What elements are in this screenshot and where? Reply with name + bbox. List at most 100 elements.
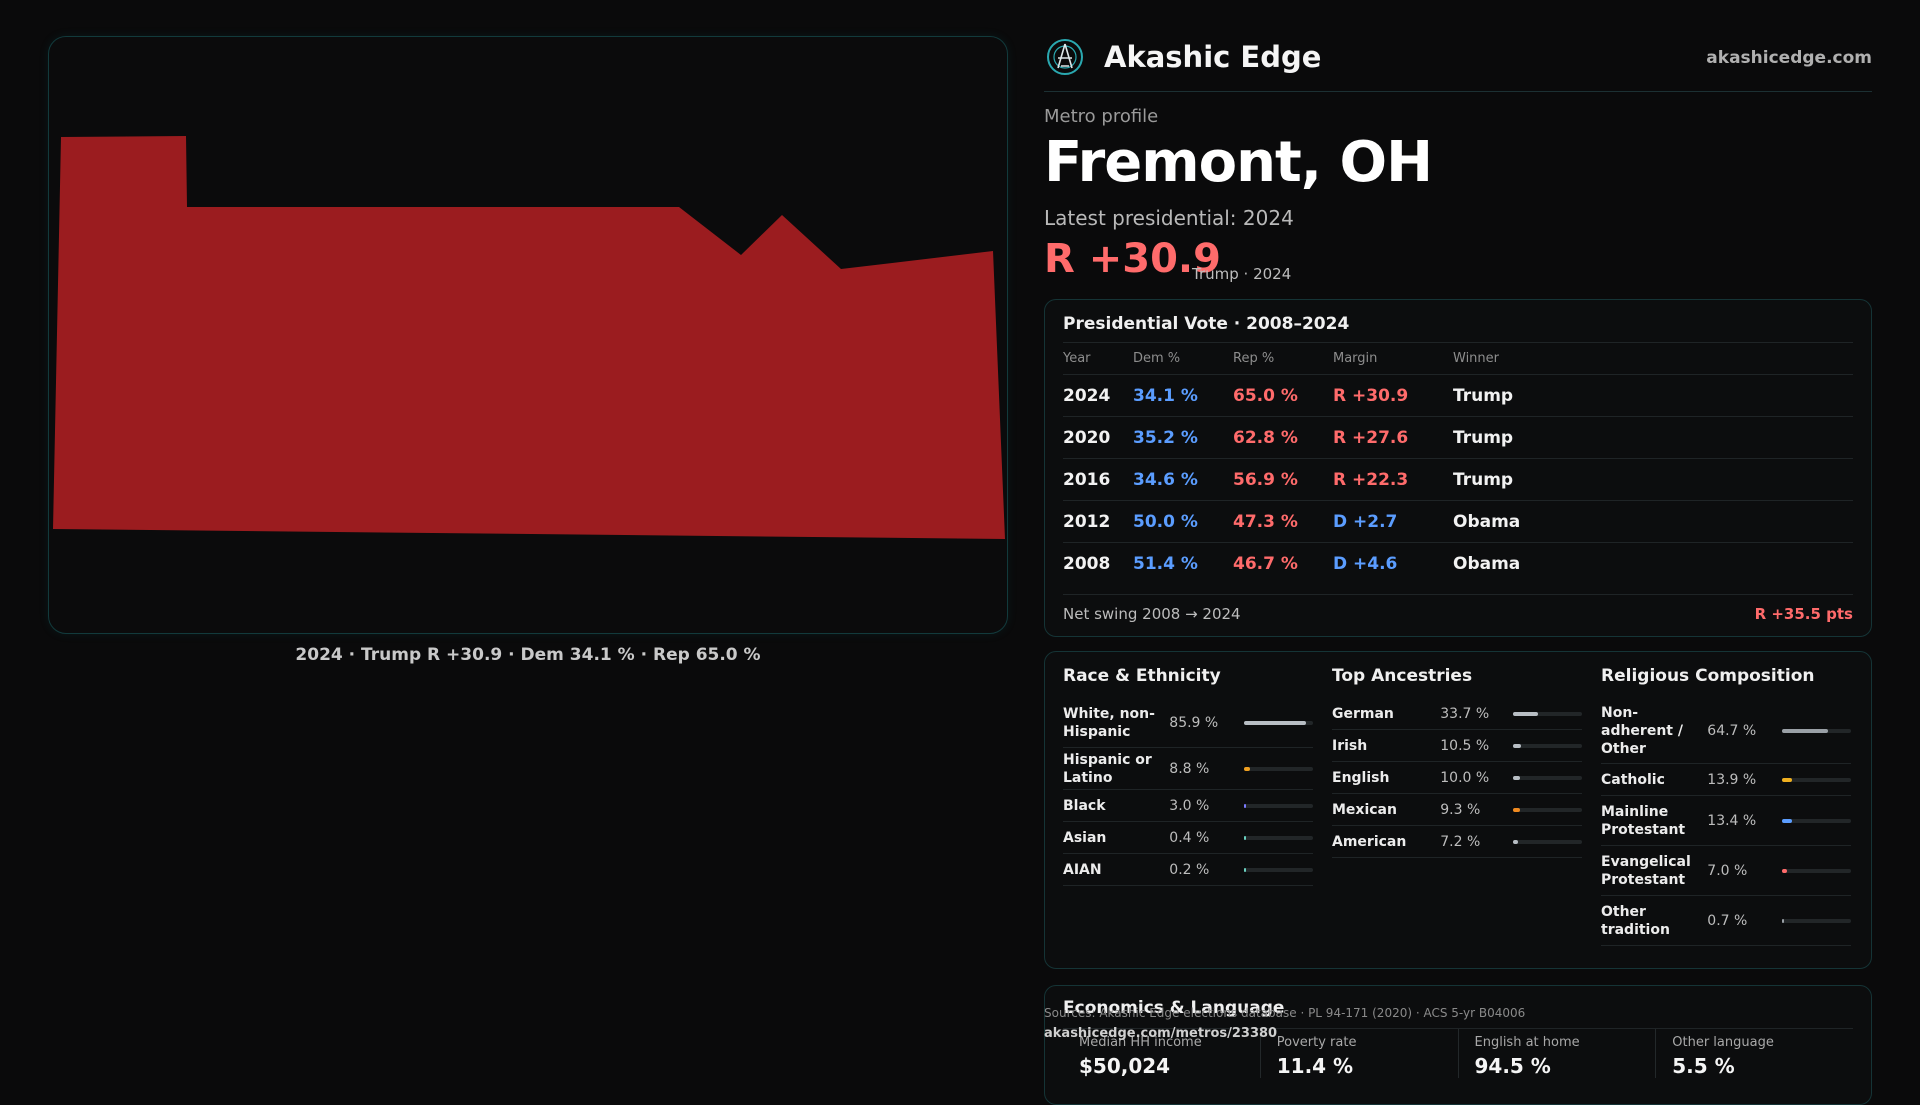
list-item: Non-adherent / Other 64.7 %	[1601, 698, 1851, 764]
bar-fill	[1513, 711, 1538, 716]
item-label: Non-adherent / Other	[1601, 704, 1683, 757]
list-item: Black 3.0 %	[1063, 790, 1313, 822]
map-panel[interactable]	[48, 36, 1008, 634]
econ-cell: English at home 94.5 %	[1457, 1029, 1656, 1078]
econ-label: English at home	[1474, 1035, 1580, 1050]
sources-note: Sources: Akashic Edge elections database…	[1044, 1006, 1526, 1020]
econ-value: 11.4 %	[1276, 1054, 1354, 1078]
col-dem: Dem %	[1133, 351, 1181, 366]
bar-track	[1513, 743, 1582, 748]
bar-track	[1782, 728, 1851, 733]
bar-fill	[1244, 766, 1251, 771]
latest-margin: R +30.9	[1044, 236, 1221, 282]
list-item: English 10.0 %	[1332, 762, 1582, 794]
list-item: German 33.7 %	[1332, 698, 1582, 730]
race-list: White, non-Hispanic 85.9 % Hispanic or Lat…	[1063, 698, 1313, 886]
site-link[interactable]: akashicedge.com	[1706, 48, 1872, 68]
bar-fill	[1782, 918, 1785, 923]
religion-column: Religious Composition Non-adherent / Oth…	[1601, 666, 1851, 946]
cell-dem: 34.6 %	[1133, 469, 1198, 490]
cell-year: 2020	[1063, 427, 1111, 448]
econ-cell: Median HH income $50,024	[1063, 1029, 1260, 1078]
col-rep: Rep %	[1233, 351, 1275, 366]
table-row: 2012 50.0 % 47.3 % D +2.7 Obama	[1063, 500, 1853, 542]
cell-year: 2024	[1063, 385, 1111, 406]
bar-fill	[1244, 835, 1247, 840]
page-title: Fremont, OH	[1044, 130, 1433, 195]
econ-value: 5.5 %	[1672, 1054, 1735, 1078]
item-label: American	[1332, 833, 1407, 850]
item-value: 10.5 %	[1440, 737, 1490, 754]
cell-margin: D +4.6	[1333, 553, 1398, 574]
race-title: Race & Ethnicity	[1063, 666, 1221, 686]
table-header: Year Dem % Rep % Margin Winner	[1063, 342, 1853, 374]
cell-winner: Trump	[1453, 469, 1514, 490]
item-label: Mainline Protestant	[1601, 803, 1686, 838]
vote-table: Year Dem % Rep % Margin Winner 2024 34.1…	[1063, 342, 1853, 584]
item-label: Evangelical Protestant	[1601, 853, 1691, 888]
bar-fill	[1244, 803, 1247, 808]
table-row: 2020 35.2 % 62.8 % R +27.6 Trump	[1063, 416, 1853, 458]
religion-title: Religious Composition	[1601, 666, 1815, 686]
cell-dem: 51.4 %	[1133, 553, 1198, 574]
item-value: 10.0 %	[1440, 769, 1490, 786]
cell-margin: D +2.7	[1333, 511, 1398, 532]
econ-label: Poverty rate	[1276, 1035, 1357, 1050]
item-value: 13.9 %	[1707, 771, 1757, 788]
item-value: 13.4 %	[1707, 812, 1757, 829]
county-map[interactable]	[49, 37, 1008, 634]
bar-track	[1782, 868, 1851, 873]
item-value: 7.2 %	[1440, 833, 1481, 850]
county-shape[interactable]	[53, 136, 1005, 539]
item-label: Catholic	[1601, 771, 1665, 788]
cell-rep: 65.0 %	[1233, 385, 1298, 406]
list-item: AIAN 0.2 %	[1063, 854, 1313, 886]
item-label: White, non-Hispanic	[1063, 705, 1155, 740]
economics-card: Economics & Language Median HH income $5…	[1044, 985, 1872, 1105]
economics-cells: Median HH income $50,024 Poverty rate 11…	[1063, 1028, 1853, 1078]
latest-margin-sub: Trump · 2024	[1192, 265, 1292, 283]
bar-fill	[1782, 728, 1828, 733]
religion-list: Non-adherent / Other 64.7 % Catholic 13.9 %…	[1601, 698, 1851, 946]
item-value: 0.7 %	[1707, 912, 1748, 929]
bar-track	[1244, 766, 1313, 771]
econ-value: $50,024	[1079, 1054, 1171, 1078]
item-label: Asian	[1063, 829, 1107, 846]
item-value: 8.8 %	[1169, 760, 1210, 777]
bar-track	[1782, 818, 1851, 823]
header: Akashic Edge akashicedge.com	[1044, 34, 1872, 92]
brand-name[interactable]: Akashic Edge	[1104, 40, 1322, 74]
col-winner: Winner	[1453, 351, 1500, 366]
list-item: Mexican 9.3 %	[1332, 794, 1582, 826]
cell-rep: 62.8 %	[1233, 427, 1298, 448]
item-value: 7.0 %	[1707, 862, 1748, 879]
econ-cell: Other language 5.5 %	[1655, 1029, 1853, 1078]
col-margin: Margin	[1333, 351, 1378, 366]
cell-year: 2012	[1063, 511, 1111, 532]
eyebrow: Metro profile	[1044, 106, 1159, 127]
item-label: Mexican	[1332, 801, 1397, 818]
bar-track	[1244, 867, 1313, 872]
bar-track	[1244, 835, 1313, 840]
list-item: Irish 10.5 %	[1332, 730, 1582, 762]
ancestry-list: German 33.7 % Irish 10.5 % English 10.0 % Mexi…	[1332, 698, 1582, 858]
item-value: 0.2 %	[1169, 861, 1210, 878]
net-swing-label: Net swing 2008 → 2024	[1063, 605, 1241, 623]
globe-icon[interactable]	[1046, 38, 1084, 76]
bar-track	[1782, 777, 1851, 782]
bar-fill	[1782, 818, 1792, 823]
demographics-card: Race & Ethnicity White, non-Hispanic 85.9…	[1044, 651, 1872, 969]
cell-dem: 34.1 %	[1133, 385, 1198, 406]
metro-permalink[interactable]: akashicedge.com/metros/23380	[1044, 1026, 1278, 1041]
vote-card-title: Presidential Vote · 2008–2024	[1063, 314, 1350, 334]
item-value: 64.7 %	[1707, 722, 1757, 739]
cell-dem: 35.2 %	[1133, 427, 1198, 448]
cell-year: 2016	[1063, 469, 1111, 490]
bar-fill	[1782, 777, 1792, 782]
bar-track	[1244, 720, 1313, 725]
cell-rep: 47.3 %	[1233, 511, 1298, 532]
bar-fill	[1513, 839, 1519, 844]
item-value: 9.3 %	[1440, 801, 1481, 818]
item-label: AIAN	[1063, 861, 1102, 878]
item-label: Irish	[1332, 737, 1368, 754]
